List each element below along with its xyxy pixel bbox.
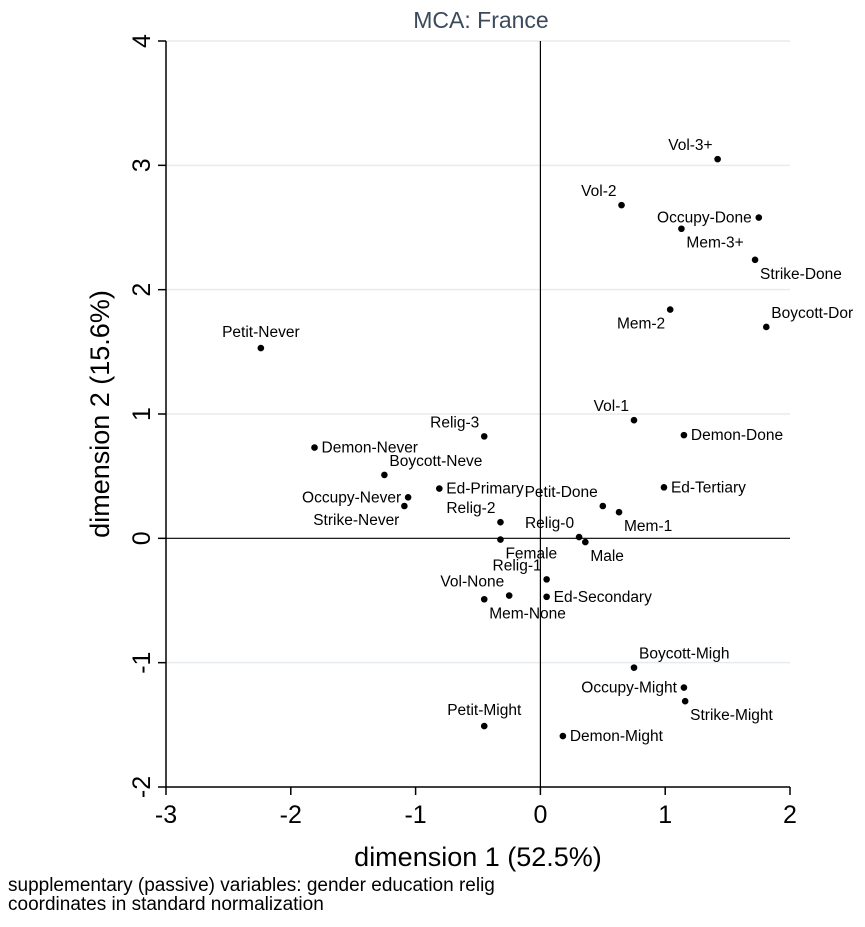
data-point-label: Ed-Tertiary	[671, 479, 746, 496]
data-points: Vol-3+ Vol-2 Occupy-Done Mem-3+ Strike-Done M…	[222, 137, 853, 745]
data-point-label: Mem-1	[624, 518, 672, 535]
data-point-marker	[751, 256, 759, 264]
x-tick-label: 0	[533, 801, 547, 829]
y-tick-label: 1	[128, 407, 156, 421]
x-tick-label: -3	[155, 801, 177, 829]
data-point-marker	[543, 593, 550, 601]
gridlines	[166, 40, 790, 664]
data-point-label: Relig-0	[525, 515, 574, 532]
y-tick-label: -2	[128, 776, 156, 798]
data-point-marker	[582, 538, 589, 546]
data-point-label: Mem-2	[617, 316, 665, 333]
data-point-label: Female	[505, 546, 557, 563]
data-point-marker	[630, 416, 638, 424]
data-point-label: Boycott-Migh	[639, 646, 729, 663]
data-point-label: Strike-Might	[690, 707, 773, 724]
data-point-label: Strike-Done	[760, 266, 842, 283]
data-point-marker	[480, 433, 488, 440]
x-tick-label: 2	[783, 801, 797, 829]
data-point-marker	[480, 595, 488, 603]
data-point-marker	[543, 576, 550, 583]
data-point-marker	[401, 502, 408, 510]
y-tick-label: 0	[128, 531, 156, 545]
data-point-marker	[681, 697, 689, 705]
data-point-marker	[714, 155, 721, 163]
data-point-label: Occupy-Never	[302, 489, 401, 506]
data-point-marker	[404, 494, 412, 501]
data-point-label: Ed-Secondary	[554, 589, 652, 606]
y-tick-label: 2	[128, 283, 156, 297]
data-point-marker	[436, 485, 443, 492]
data-point-marker	[311, 444, 318, 451]
data-point-label: Occupy-Done	[657, 210, 752, 227]
data-point-marker	[381, 471, 388, 479]
data-point-marker	[575, 533, 583, 541]
data-point-marker	[666, 306, 674, 313]
footnote-normalization: coordinates in standard normalization	[8, 894, 324, 915]
y-axis-title: dimension 2 (15.6%)	[85, 290, 115, 538]
data-point-marker	[762, 323, 770, 331]
data-point-marker	[660, 484, 668, 491]
chart-title: MCA: France	[413, 7, 548, 33]
data-point-marker	[680, 684, 688, 691]
data-point-marker	[618, 201, 625, 209]
data-point-marker	[257, 344, 265, 352]
x-axis-title: dimension 1 (52.5%)	[354, 842, 602, 872]
data-point-label: Demon-Might	[570, 728, 664, 745]
x-tick-label: -2	[280, 801, 302, 829]
y-tick-label: -1	[128, 652, 156, 674]
data-point-label: Petit-Never	[222, 324, 300, 341]
x-tick-label: -1	[404, 801, 426, 829]
data-point-marker	[630, 664, 638, 671]
data-point-label: Boycott-Dor	[771, 305, 853, 322]
data-point-label: Relig-2	[446, 500, 495, 517]
y-tick-label: 4	[128, 34, 156, 48]
data-point-label: Vol-None	[440, 574, 504, 591]
data-point-marker	[755, 214, 763, 221]
axis-ticks: -2 -1 0 1 2 3 4 -3 -2 -1 0 1 2	[128, 34, 797, 829]
data-point-marker	[680, 431, 688, 439]
footnote-supplementary: supplementary (passive) variables: gende…	[8, 875, 495, 896]
data-point-label: Demon-Done	[691, 427, 783, 444]
data-point-label: Petit-Might	[447, 702, 522, 719]
data-point-marker	[559, 732, 567, 740]
data-point-marker	[505, 592, 513, 599]
data-point-label: Vol-2	[581, 183, 616, 200]
data-point-label: Strike-Never	[313, 512, 399, 529]
data-point-label: Mem-None	[489, 605, 566, 622]
data-point-label: Male	[590, 548, 624, 565]
x-tick-label: 1	[658, 801, 672, 829]
data-point-label: Petit-Done	[525, 484, 598, 501]
data-point-label: Boycott-Neve	[389, 453, 482, 470]
data-point-label: Vol-3+	[668, 137, 712, 154]
y-tick-label: 3	[128, 158, 156, 172]
data-point-label: Demon-Never	[322, 440, 418, 457]
data-point-label: Relig-1	[493, 557, 542, 574]
data-point-marker	[599, 502, 607, 510]
data-point-marker	[678, 225, 685, 233]
data-point-label: Occupy-Might	[581, 680, 677, 697]
data-point-marker	[497, 518, 504, 526]
data-point-label: Mem-3+	[686, 235, 743, 252]
data-point-label: Vol-1	[594, 398, 629, 415]
chart-footnotes: supplementary (passive) variables: gende…	[8, 876, 495, 914]
data-point-label: Ed-Primary	[446, 481, 524, 498]
data-point-marker	[497, 536, 504, 543]
data-point-label: Relig-3	[430, 414, 479, 431]
data-point-marker	[615, 508, 623, 516]
data-point-marker	[480, 722, 488, 730]
